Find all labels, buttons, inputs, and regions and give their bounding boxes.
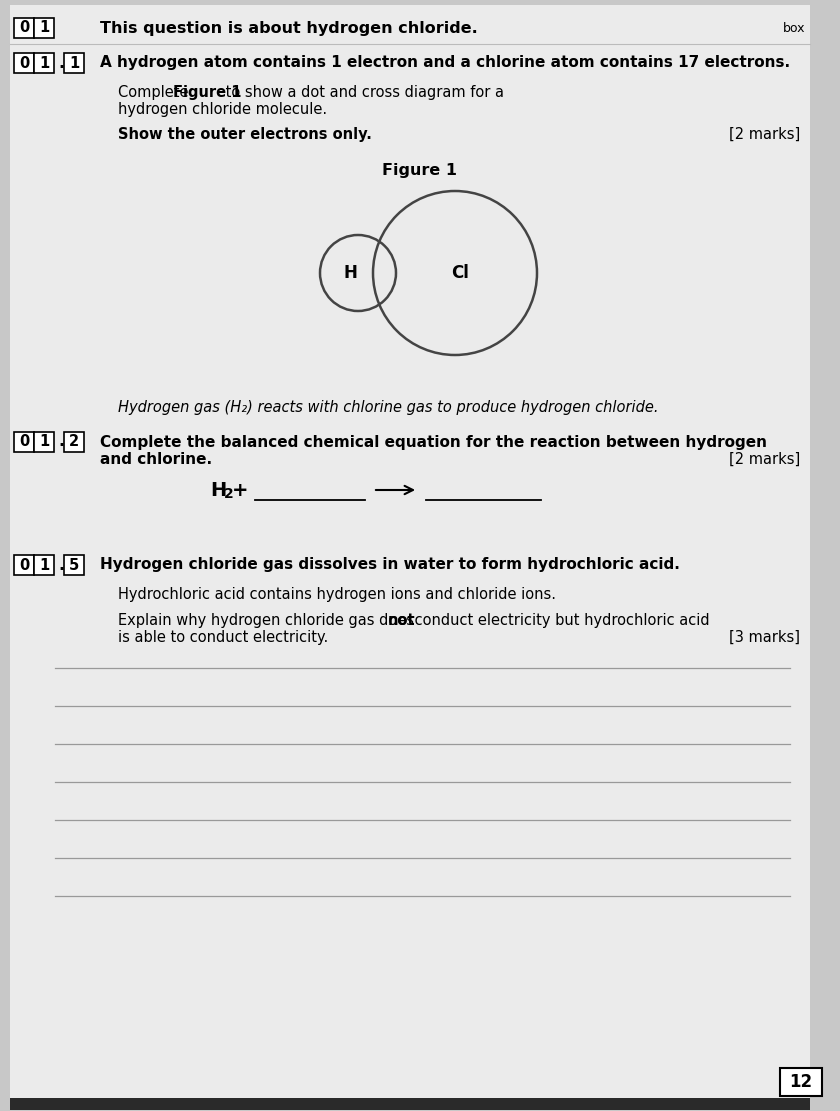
Text: A hydrogen atom contains 1 electron and a chlorine atom contains 17 electrons.: A hydrogen atom contains 1 electron and … — [100, 56, 790, 70]
Text: 0: 0 — [18, 434, 29, 450]
Text: 0: 0 — [18, 558, 29, 572]
Text: Explain why hydrogen chloride gas does: Explain why hydrogen chloride gas does — [118, 613, 418, 628]
FancyBboxPatch shape — [10, 6, 810, 1100]
Text: 2: 2 — [224, 487, 234, 501]
FancyBboxPatch shape — [64, 432, 84, 452]
FancyBboxPatch shape — [34, 432, 54, 452]
Text: to show a dot and cross diagram for a: to show a dot and cross diagram for a — [221, 86, 504, 100]
Text: Hydrochloric acid contains hydrogen ions and chloride ions.: Hydrochloric acid contains hydrogen ions… — [118, 587, 556, 602]
Text: 12: 12 — [790, 1073, 812, 1091]
Text: H: H — [210, 480, 226, 500]
Text: .: . — [58, 56, 64, 70]
Text: Complete the balanced chemical equation for the reaction between hydrogen: Complete the balanced chemical equation … — [100, 434, 767, 450]
Text: box: box — [783, 21, 805, 34]
Text: [3 marks]: [3 marks] — [729, 630, 800, 645]
FancyBboxPatch shape — [10, 1098, 810, 1110]
Text: [2 marks]: [2 marks] — [729, 127, 800, 142]
Text: .: . — [58, 558, 64, 572]
Text: 1: 1 — [39, 56, 49, 70]
Text: 1: 1 — [39, 558, 49, 572]
FancyBboxPatch shape — [34, 556, 54, 575]
Text: 1: 1 — [39, 20, 49, 36]
FancyBboxPatch shape — [64, 53, 84, 73]
Text: hydrogen chloride molecule.: hydrogen chloride molecule. — [118, 102, 327, 117]
Text: Hydrogen gas (H₂) reacts with chlorine gas to produce hydrogen chloride.: Hydrogen gas (H₂) reacts with chlorine g… — [118, 400, 659, 416]
FancyBboxPatch shape — [14, 53, 34, 73]
Text: Hydrogen chloride gas dissolves in water to form hydrochloric acid.: Hydrogen chloride gas dissolves in water… — [100, 558, 680, 572]
Text: This question is about hydrogen chloride.: This question is about hydrogen chloride… — [100, 20, 478, 36]
FancyBboxPatch shape — [14, 18, 34, 38]
FancyBboxPatch shape — [14, 556, 34, 575]
Text: and chlorine.: and chlorine. — [100, 451, 213, 467]
Text: 0: 0 — [18, 56, 29, 70]
Text: conduct electricity but hydrochloric acid: conduct electricity but hydrochloric aci… — [410, 613, 710, 628]
Text: Figure 1: Figure 1 — [382, 163, 458, 178]
Text: [2 marks]: [2 marks] — [729, 451, 800, 467]
Text: +: + — [232, 480, 249, 500]
Text: Complete: Complete — [118, 86, 193, 100]
Text: 2: 2 — [69, 434, 79, 450]
FancyBboxPatch shape — [14, 432, 34, 452]
FancyBboxPatch shape — [780, 1068, 822, 1095]
Text: 0: 0 — [18, 20, 29, 36]
Text: Figure 1: Figure 1 — [173, 86, 242, 100]
Text: Show the outer electrons only.: Show the outer electrons only. — [118, 127, 372, 142]
FancyBboxPatch shape — [34, 18, 54, 38]
FancyBboxPatch shape — [34, 53, 54, 73]
Text: 5: 5 — [69, 558, 79, 572]
Text: 1: 1 — [69, 56, 79, 70]
Text: .: . — [58, 434, 64, 450]
Text: H: H — [343, 264, 357, 282]
FancyBboxPatch shape — [64, 556, 84, 575]
Text: is able to conduct electricity.: is able to conduct electricity. — [118, 630, 328, 645]
Text: not: not — [388, 613, 416, 628]
Text: Cl: Cl — [451, 264, 469, 282]
Text: 1: 1 — [39, 434, 49, 450]
